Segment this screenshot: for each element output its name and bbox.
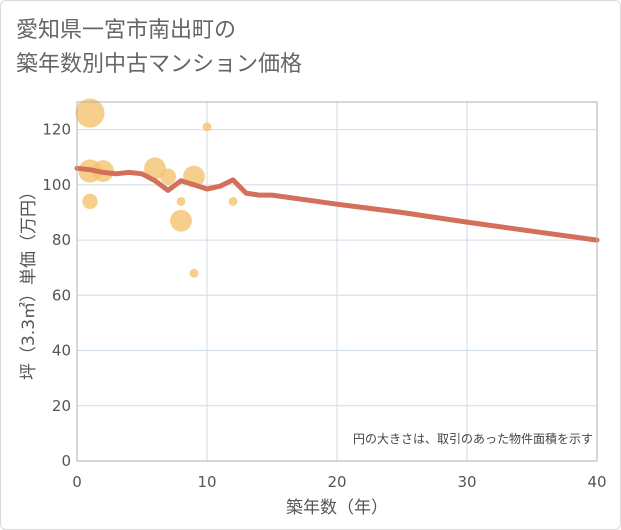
y-axis-title: 坪（3.3㎡）単価（万円）: [19, 183, 39, 380]
trend-line: [74, 165, 600, 243]
y-tick-label: 0: [61, 452, 71, 470]
bubble-point: [228, 196, 238, 206]
x-tick-label: 30: [457, 473, 476, 491]
title-line-2: 築年数別中古マンション価格: [16, 52, 303, 77]
y-tick-label: 80: [52, 231, 71, 249]
bubble-point: [144, 157, 166, 180]
trend-series: [74, 165, 600, 243]
bubble-point: [82, 193, 98, 210]
x-tick-label: 0: [72, 473, 82, 491]
bubble-size-note: 円の大きさは、取引のあった物件面積を示す: [353, 431, 593, 446]
x-axis-title: 築年数（年）: [286, 498, 388, 518]
bubble-point: [159, 168, 177, 185]
plot-border: [76, 101, 598, 462]
y-tick-label: 100: [42, 176, 71, 194]
axis-ticks: 0 10 20 30 40 0 20 40 60 80 100 120: [42, 121, 606, 491]
x-tick-label: 40: [587, 473, 606, 491]
y-tick-label: 60: [52, 286, 71, 304]
y-tick-label: 120: [42, 121, 71, 139]
bubble-point: [189, 268, 199, 278]
bubble-point: [202, 122, 212, 132]
x-tick-label: 10: [197, 473, 216, 491]
bubble-point: [170, 209, 192, 232]
title-line-1: 愛知県一宮市南出町の: [16, 18, 237, 43]
bubble-point: [176, 196, 186, 206]
bubble-point: [75, 98, 105, 128]
x-tick-label: 20: [327, 473, 346, 491]
y-tick-label: 20: [52, 397, 71, 415]
y-tick-label: 40: [52, 342, 71, 360]
chart-title: 愛知県一宮市南出町の 築年数別中古マンション価格: [16, 14, 302, 82]
